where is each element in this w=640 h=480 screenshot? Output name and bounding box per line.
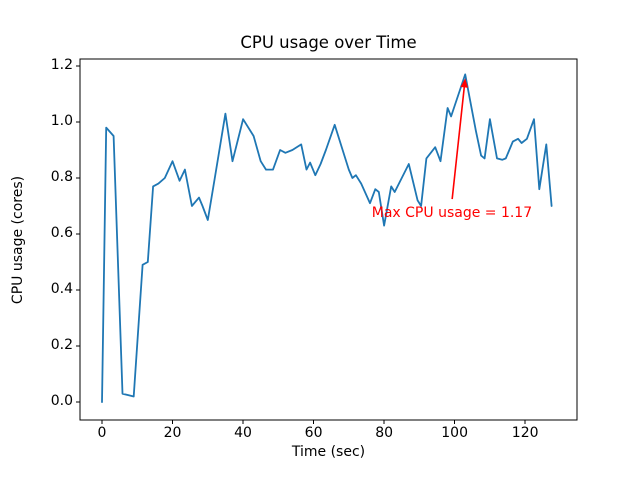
y-tick-label: 1.2	[50, 57, 73, 73]
x-tick-label: 0	[97, 425, 107, 441]
x-tick-label: 120	[511, 425, 539, 441]
annotation-max-cpu-label: Max CPU usage = 1.17	[371, 205, 533, 222]
y-tick-label: 0.8	[50, 169, 73, 186]
x-tick-label: 20	[163, 425, 182, 441]
x-axis-label: Time (sec)	[291, 444, 366, 460]
y-tick-label: 0.2	[50, 337, 73, 354]
x-tick-label: 40	[234, 425, 252, 441]
y-axis-label: CPU usage (cores)	[10, 175, 26, 305]
y-tick-label: 0.6	[50, 225, 73, 242]
chart-title: CPU usage over Time	[240, 33, 417, 52]
y-tick-label: 1.0	[50, 113, 73, 129]
x-tick-label: 100	[441, 425, 468, 441]
cpu-usage-line	[101, 73, 553, 404]
x-tick-label: 80	[375, 425, 394, 441]
annotation-arrow-line	[451, 83, 466, 200]
y-tick-label: 0.0	[50, 393, 73, 410]
y-tick-label: 0.4	[50, 281, 73, 298]
axes-spines	[79, 58, 578, 421]
annotation-arrow-head	[460, 78, 469, 88]
x-tick-label: 60	[304, 425, 323, 441]
